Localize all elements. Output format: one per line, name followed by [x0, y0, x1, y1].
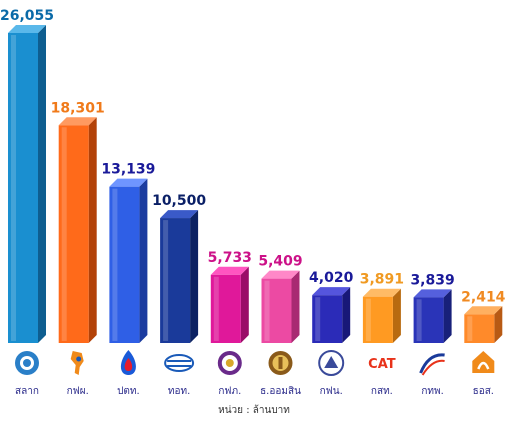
bar-1: 26,055 [0, 8, 54, 343]
bar-front-face [109, 186, 140, 343]
bar-highlight [467, 316, 473, 341]
bar-side-face [342, 287, 351, 343]
cat-logo: CAT [368, 357, 396, 372]
gsb-logo [268, 351, 293, 375]
value-label: 4,020 [309, 270, 354, 286]
bar-front-face [210, 274, 241, 343]
bar-front-face [362, 296, 393, 343]
bar-9: 3,839 [410, 272, 455, 343]
value-label: 3,839 [410, 272, 454, 288]
value-label: 5,409 [258, 254, 302, 270]
bar-side-face [38, 25, 46, 343]
bar-front-face [160, 218, 191, 343]
bar-side-face [139, 178, 148, 343]
bar-top-face [362, 288, 401, 297]
bar-highlight [163, 220, 169, 341]
value-label: 13,139 [101, 162, 155, 178]
category-label: กฟภ. [218, 386, 241, 397]
bar-side-face [88, 117, 97, 343]
value-label: 2,414 [461, 289, 506, 305]
bar-top-face [210, 266, 249, 275]
value-label: 3,891 [360, 272, 404, 288]
bar-top-face [109, 178, 148, 187]
svg-text:CAT: CAT [368, 357, 396, 372]
aot-logo [164, 354, 195, 372]
bar-highlight [365, 298, 371, 341]
bar-highlight [315, 297, 321, 341]
bar-side-face [291, 270, 300, 343]
bar-top-face [312, 287, 351, 296]
category-label: ปตท. [117, 386, 140, 397]
value-label: 26,055 [0, 8, 54, 24]
bar-front-face [413, 297, 444, 343]
bar-2: 18,301 [51, 100, 105, 343]
bar-6: 5,409 [258, 254, 303, 343]
category-label: ธ.ออมสิน [260, 386, 301, 397]
bar-front-face [312, 295, 343, 343]
expressway-logo [419, 353, 445, 376]
bar-highlight [416, 299, 422, 341]
bar-top-face [413, 289, 452, 298]
category-label: กสท. [371, 386, 393, 397]
bar-highlight [11, 35, 16, 341]
bar-front-face [261, 278, 292, 343]
bar-5: 5,733 [208, 250, 252, 343]
bar-highlight [112, 188, 118, 341]
bar-4: 10,500 [152, 193, 206, 343]
bar-side-face [190, 210, 199, 343]
bar-top-face [464, 306, 503, 315]
bar-highlight [213, 276, 219, 341]
bar-front-face [8, 33, 38, 343]
bar-10: 2,414 [461, 289, 506, 343]
bar-7: 4,020 [309, 270, 354, 343]
bar-top-face [261, 270, 300, 279]
egat-logo [70, 351, 84, 375]
value-label: 5,733 [208, 250, 252, 266]
value-label: 10,500 [152, 193, 206, 209]
bar-top-face [58, 117, 97, 126]
mea-logo [318, 350, 345, 376]
bar-top-face [160, 210, 199, 219]
bar-highlight [264, 280, 270, 341]
ghb-logo [472, 351, 495, 373]
bar-side-face [494, 306, 503, 343]
pea-logo [217, 351, 242, 375]
category-label: สลาก [15, 386, 39, 397]
bar-side-face [392, 288, 401, 343]
bar-3: 13,139 [101, 162, 155, 343]
category-label: กฟน. [320, 386, 343, 397]
category-label: กฟผ. [67, 386, 89, 397]
bar-front-face [58, 125, 89, 343]
bar-highlight [61, 127, 67, 341]
category-label: กทพ. [421, 386, 443, 397]
ptt-logo [120, 350, 136, 375]
unit-note: หน่วย : ล้านบาท [218, 404, 290, 416]
bar-side-face [443, 289, 452, 343]
bar-front-face [464, 314, 495, 343]
category-label: ธอส. [473, 386, 494, 397]
value-label: 18,301 [51, 100, 105, 116]
bar-top-face [8, 25, 46, 33]
bar-8: 3,891 [360, 272, 404, 343]
lottery-office-logo [15, 351, 39, 375]
bar-side-face [240, 266, 249, 343]
category-label: ทอท. [168, 386, 190, 397]
